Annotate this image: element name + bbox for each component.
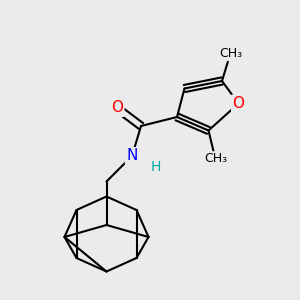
- Text: O: O: [232, 96, 244, 111]
- Text: H: H: [151, 160, 161, 173]
- Text: CH₃: CH₃: [219, 47, 242, 60]
- Text: N: N: [126, 148, 138, 164]
- Text: O: O: [111, 100, 123, 116]
- Text: CH₃: CH₃: [204, 152, 227, 166]
